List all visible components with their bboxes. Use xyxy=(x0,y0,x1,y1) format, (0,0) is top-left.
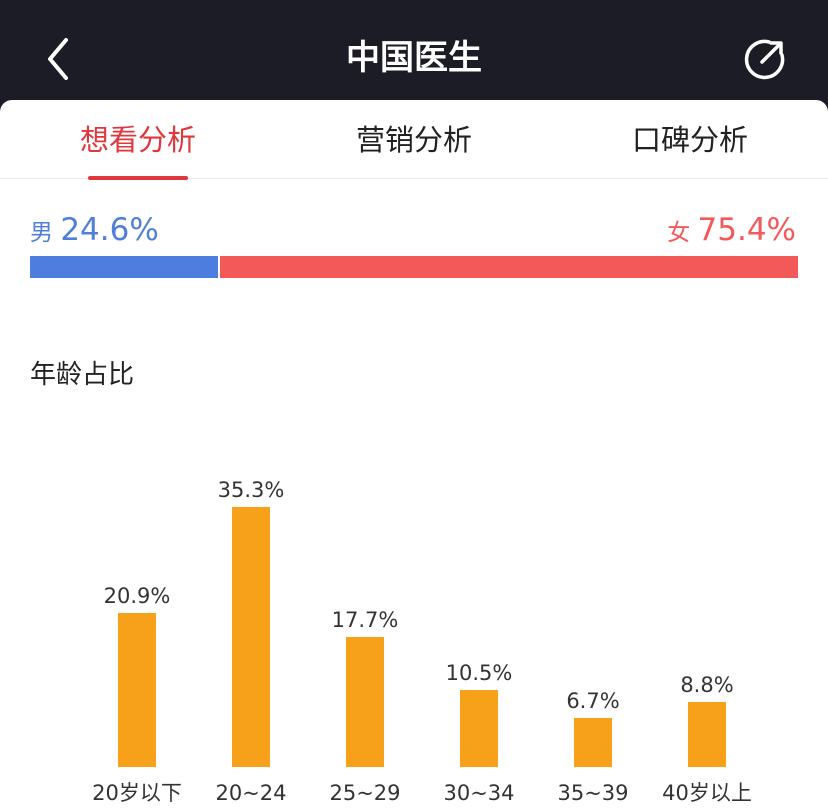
share-icon xyxy=(744,39,785,80)
age-bar xyxy=(460,690,498,767)
nav-bar: 中国医生 xyxy=(0,0,828,112)
age-bar-group: 35.3% 20~24 xyxy=(194,438,308,808)
chevron-left-icon xyxy=(48,38,68,80)
age-bar-group: 17.7% 25~29 xyxy=(308,438,422,808)
age-bar-category-label: 20~24 xyxy=(215,781,287,805)
age-bar xyxy=(232,507,270,767)
gender-ratio-bar xyxy=(30,256,798,278)
tab-bar: 想看分析 营销分析 口碑分析 xyxy=(0,100,828,180)
back-button[interactable] xyxy=(40,34,84,84)
tab-reputation-analysis[interactable]: 口碑分析 xyxy=(631,123,748,157)
gender-bar-male xyxy=(30,256,218,278)
age-bar xyxy=(118,613,156,767)
age-bar-value-label: 20.9% xyxy=(103,584,171,608)
age-bar-value-label: 8.8% xyxy=(680,673,734,697)
age-bar xyxy=(688,702,726,767)
gender-bar-female xyxy=(220,256,798,278)
age-bar-group: 6.7% 35~39 xyxy=(536,438,650,808)
age-bar-group: 8.8% 40岁以上 xyxy=(650,438,764,808)
age-section-title: 年龄占比 xyxy=(30,360,135,390)
age-bar-category-label: 40岁以上 xyxy=(662,781,752,805)
tab-active-indicator xyxy=(88,176,188,180)
age-bar-category-label: 30~34 xyxy=(443,781,515,805)
gender-male: 男 24.6% xyxy=(30,208,159,255)
age-bar-value-label: 10.5% xyxy=(445,661,513,685)
age-bar-chart: 20.9% 20岁以下 35.3% 20~24 17.7% 25~29 10.5% 30~34… xyxy=(0,438,828,808)
age-bar-value-label: 6.7% xyxy=(566,689,620,713)
age-bar xyxy=(346,637,384,767)
page-title: 中国医生 xyxy=(346,38,482,78)
gender-male-label: 男 xyxy=(30,220,53,246)
gender-female-label: 女 xyxy=(667,220,691,246)
age-bar-group: 20.9% 20岁以下 xyxy=(80,438,194,808)
share-button[interactable] xyxy=(740,34,790,84)
content-panel: 想看分析 营销分析 口碑分析 男 24.6% 女 75.4% 年龄占比 20.9… xyxy=(0,100,828,808)
age-bar-category-label: 35~39 xyxy=(557,781,629,805)
age-bar-category-label: 25~29 xyxy=(329,781,401,805)
age-bar-group: 10.5% 30~34 xyxy=(422,438,536,808)
age-bar-value-label: 35.3% xyxy=(217,478,285,502)
age-bar xyxy=(574,718,612,767)
tab-marketing-analysis[interactable]: 营销分析 xyxy=(355,123,472,157)
age-bar-value-label: 17.7% xyxy=(331,608,399,632)
tab-want-analysis[interactable]: 想看分析 xyxy=(79,123,196,157)
gender-female-percent: 75.4% xyxy=(697,212,796,248)
age-bar-category-label: 20岁以下 xyxy=(92,781,182,805)
gender-female: 女 75.4% xyxy=(667,208,796,255)
gender-male-percent: 24.6% xyxy=(60,212,159,248)
